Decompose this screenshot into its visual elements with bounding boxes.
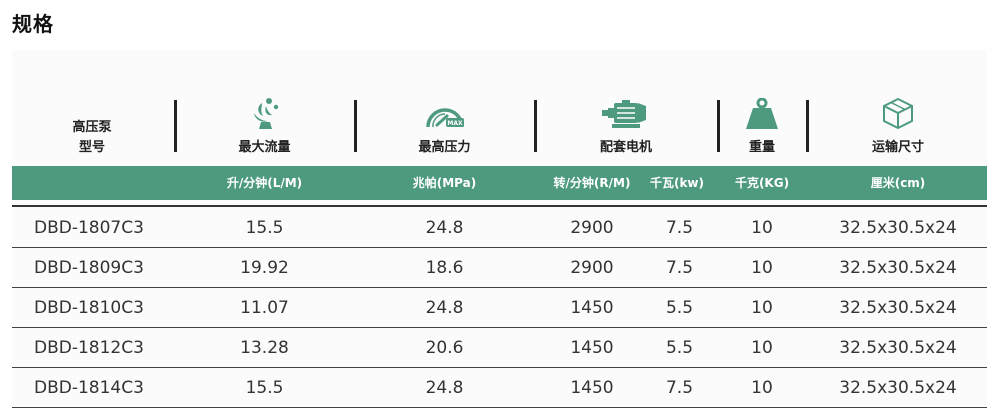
cell-rpm: 2900 <box>570 258 614 278</box>
unit-rpm: 转/分钟(R/M) <box>553 176 631 190</box>
cell-flow: 11.07 <box>240 298 289 318</box>
cell-pressure: 24.8 <box>425 298 464 318</box>
cell-model: DBD-1812C3 <box>34 338 144 358</box>
page-title: 规格 <box>12 12 54 36</box>
header-divider <box>806 100 809 152</box>
header-weight-label: 重量 <box>748 140 775 155</box>
weight-icon <box>745 97 779 134</box>
water-splash-icon <box>248 96 282 134</box>
header-divider <box>174 100 177 152</box>
cell-model: DBD-1810C3 <box>34 298 144 318</box>
cell-rpm: 1450 <box>570 338 614 358</box>
header-motor-label: 配套电机 <box>599 140 652 155</box>
cell-pressure: 24.8 <box>425 378 464 398</box>
unit-flow: 升/分钟(L/M) <box>226 176 303 190</box>
table-row: DBD-1812C3 13.28 20.6 1450 5.5 10 32.5x3… <box>12 328 987 368</box>
cell-size: 32.5x30.5x24 <box>839 218 957 238</box>
cell-weight: 10 <box>751 218 773 238</box>
header-shipping: 运输尺寸 <box>809 50 987 166</box>
cell-power: 5.5 <box>665 338 694 358</box>
cell-size: 32.5x30.5x24 <box>839 298 957 318</box>
header-weight: 重量 <box>720 50 804 166</box>
row-divider <box>12 246 987 248</box>
cell-flow: 15.5 <box>245 218 284 238</box>
cell-rpm: 2900 <box>570 218 614 238</box>
header-divider <box>534 100 537 152</box>
row-divider <box>12 286 987 288</box>
table-row: DBD-1814C3 15.5 24.8 1450 7.5 10 32.5x30… <box>12 368 987 408</box>
cell-rpm: 1450 <box>570 378 614 398</box>
cell-pressure: 24.8 <box>425 218 464 238</box>
cell-model: DBD-1807C3 <box>34 218 144 238</box>
units-bar: 升/分钟(L/M) 兆帕(MPa) 转/分钟(R/M) 千瓦(kw) 千克(KG… <box>12 166 987 200</box>
unit-weight: 千克(KG) <box>734 176 790 190</box>
unit-pressure: 兆帕(MPa) <box>412 176 477 190</box>
header-model-line2: 型号 <box>78 140 105 155</box>
unit-power: 千瓦(kw) <box>649 176 705 190</box>
header-flow: 最大流量 <box>177 50 352 166</box>
table-row: DBD-1809C3 19.92 18.6 2900 7.5 10 32.5x3… <box>12 248 987 288</box>
cell-rpm: 1450 <box>570 298 614 318</box>
header-motor: 配套电机 <box>537 50 715 166</box>
table-row: DBD-1810C3 11.07 24.8 1450 5.5 10 32.5x3… <box>12 288 987 328</box>
box-icon <box>881 96 915 134</box>
cell-flow: 15.5 <box>245 378 284 398</box>
electric-motor-icon <box>602 100 650 134</box>
header-flow-label: 最大流量 <box>238 140 291 155</box>
table-row: DBD-1807C3 15.5 24.8 2900 7.5 10 32.5x30… <box>12 208 987 248</box>
cell-pressure: 20.6 <box>425 338 464 358</box>
row-divider <box>12 406 987 408</box>
cell-model: DBD-1814C3 <box>34 378 144 398</box>
cell-power: 7.5 <box>665 218 694 238</box>
cell-size: 32.5x30.5x24 <box>839 338 957 358</box>
header-shipping-label: 运输尺寸 <box>871 140 924 155</box>
cell-weight: 10 <box>751 258 773 278</box>
cell-weight: 10 <box>751 298 773 318</box>
cell-pressure: 18.6 <box>425 258 464 278</box>
cell-flow: 13.28 <box>240 338 289 358</box>
cell-power: 5.5 <box>665 298 694 318</box>
header-pressure: MAX 最高压力 <box>357 50 532 166</box>
spec-table: 高压泵 型号 最大流量 MAX 最高压力 <box>12 50 987 408</box>
header-model-line1: 高压泵 <box>72 120 112 135</box>
row-divider <box>12 366 987 368</box>
cell-power: 7.5 <box>665 258 694 278</box>
header-pressure-label: 最高压力 <box>418 140 471 155</box>
table-top-rule <box>12 205 987 207</box>
cell-weight: 10 <box>751 338 773 358</box>
cell-size: 32.5x30.5x24 <box>839 378 957 398</box>
cell-flow: 19.92 <box>240 258 289 278</box>
pressure-gauge-icon: MAX <box>423 97 467 135</box>
cell-weight: 10 <box>751 378 773 398</box>
header-divider <box>354 100 357 152</box>
header-model: 高压泵 型号 <box>12 50 172 166</box>
cell-size: 32.5x30.5x24 <box>839 258 957 278</box>
unit-size: 厘米(cm) <box>870 176 926 190</box>
cell-power: 7.5 <box>665 378 694 398</box>
row-divider <box>12 326 987 328</box>
gauge-max-text: MAX <box>447 120 463 127</box>
header-divider <box>717 100 720 152</box>
cell-model: DBD-1809C3 <box>34 258 144 278</box>
